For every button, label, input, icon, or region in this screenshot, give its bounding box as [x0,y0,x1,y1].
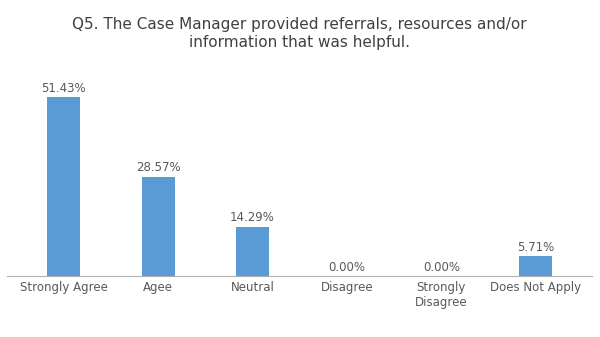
Text: 14.29%: 14.29% [230,211,275,224]
Text: 51.43%: 51.43% [41,82,86,95]
Text: 0.00%: 0.00% [328,261,365,274]
Text: 0.00%: 0.00% [423,261,460,274]
Bar [142,177,175,276]
Bar [236,226,269,276]
Bar [47,97,80,276]
Bar [519,256,553,276]
Title: Q5. The Case Manager provided referrals, resources and/or
information that was h: Q5. The Case Manager provided referrals,… [73,18,527,50]
Text: 28.57%: 28.57% [136,161,181,174]
Text: 5.71%: 5.71% [517,241,554,254]
